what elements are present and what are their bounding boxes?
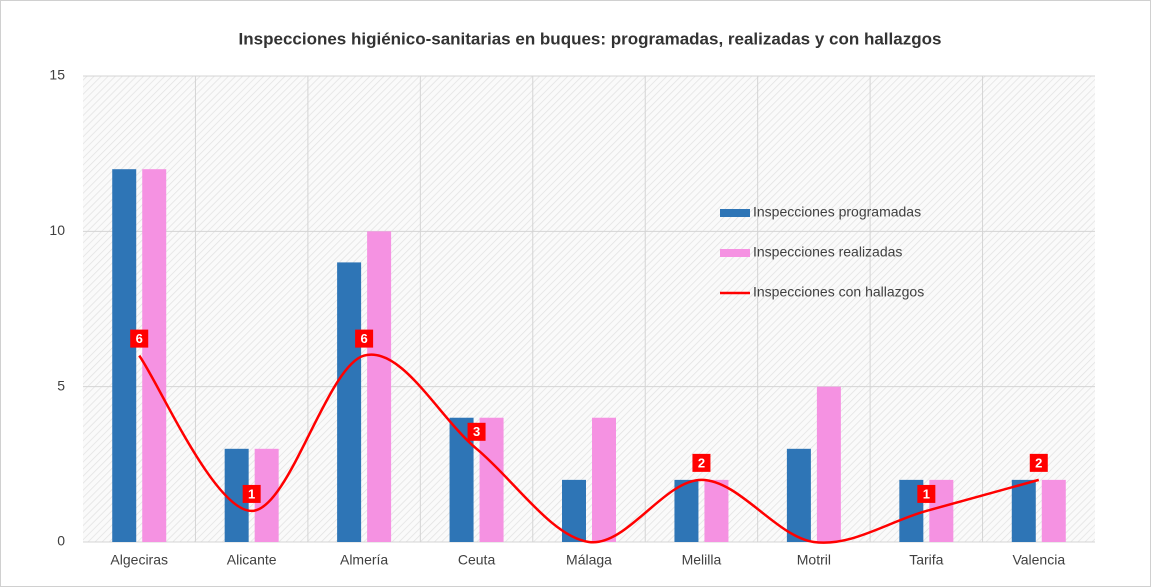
data-label: 6 <box>136 331 143 346</box>
chart-title: Inspecciones higiénico-sanitarias en buq… <box>239 29 942 48</box>
bar <box>112 169 137 542</box>
y-tick-label: 5 <box>57 377 65 393</box>
data-label-box <box>692 453 711 472</box>
bar <box>367 231 392 543</box>
bar <box>1041 479 1066 542</box>
bar <box>337 262 362 542</box>
y-tick-label: 10 <box>49 222 65 238</box>
data-label-box <box>467 422 486 441</box>
legend-label: Inspecciones programadas <box>753 204 921 220</box>
bar <box>816 386 841 542</box>
data-label-box <box>1029 453 1048 472</box>
data-label: 2 <box>1035 455 1042 470</box>
bar <box>674 479 699 542</box>
legend-swatch <box>720 249 750 257</box>
x-tick-label: Tarifa <box>909 552 943 568</box>
plot-area <box>83 76 1095 542</box>
data-label-box <box>917 484 936 503</box>
data-label-box <box>130 329 149 348</box>
x-tick-label: Valencia <box>1012 552 1065 568</box>
x-tick-label: Motril <box>797 552 831 568</box>
x-tick-label: Melilla <box>682 552 722 568</box>
data-label-box <box>242 484 261 503</box>
x-tick-label: Almería <box>340 552 388 568</box>
bar <box>1011 479 1036 542</box>
data-label: 1 <box>248 486 255 501</box>
y-tick-label: 0 <box>57 533 65 549</box>
bar <box>592 417 616 542</box>
data-label: 2 <box>698 455 705 470</box>
bar <box>142 169 167 542</box>
data-label: 1 <box>923 486 930 501</box>
data-label-box <box>355 329 374 348</box>
legend-label: Inspecciones realizadas <box>753 244 902 260</box>
legend-label: Inspecciones con hallazgos <box>753 284 924 300</box>
bar <box>786 448 811 542</box>
x-tick-label: Algeciras <box>110 552 168 568</box>
line <box>138 353 1040 544</box>
bar <box>704 479 729 542</box>
legend-swatch <box>720 209 750 217</box>
data-label: 6 <box>360 331 367 346</box>
x-tick-label: Ceuta <box>458 552 496 568</box>
x-tick-label: Málaga <box>566 552 612 568</box>
x-tick-label: Alicante <box>227 552 277 568</box>
data-label: 3 <box>473 424 480 439</box>
y-tick-label: 15 <box>49 67 65 83</box>
